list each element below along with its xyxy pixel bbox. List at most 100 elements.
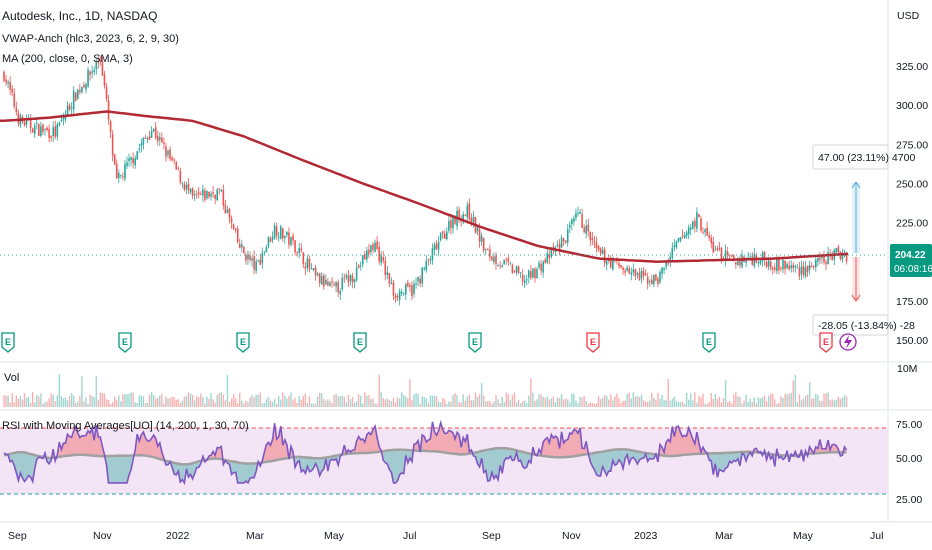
volume-bar: [357, 394, 360, 407]
candle-body: [423, 268, 426, 270]
volume-bar: [808, 382, 811, 407]
candle-body: [571, 219, 573, 225]
earnings-flag-icon[interactable]: [702, 332, 716, 353]
earnings-flag-icon[interactable]: [1, 332, 15, 353]
volume-bars: [3, 374, 848, 407]
volume-bar: [325, 400, 327, 407]
candle-body: [288, 232, 290, 245]
rsi-fill-segment: [110, 455, 113, 483]
volume-bar: [321, 393, 323, 407]
earnings-flag-icon[interactable]: [468, 332, 482, 353]
candle-body: [23, 121, 26, 126]
candle-body: [462, 214, 464, 223]
rsi-fill-segment: [590, 453, 593, 467]
candle-body: [15, 107, 18, 113]
volume-bar: [585, 400, 587, 407]
volume-bar: [724, 380, 727, 407]
measure-tool[interactable]: 47.00 (23.11%) 4700 -28.05 (-13.84%) -28: [812, 144, 915, 336]
time-axis-ticks[interactable]: Sep Nov 2022 Mar May Jul Sep Nov 2023 Mar May Jul: [8, 530, 883, 542]
volume-bar: [739, 396, 741, 407]
candle-body: [208, 191, 210, 197]
candle-body: [400, 291, 403, 294]
candle-body: [357, 265, 360, 269]
candle-body: [40, 126, 42, 136]
candle-body: [720, 247, 723, 260]
volume-bar: [565, 398, 567, 407]
candle-body: [74, 92, 77, 101]
volume-bar: [620, 403, 622, 407]
volume-bar: [433, 395, 436, 407]
candle-body: [111, 134, 114, 156]
volume-bar: [431, 395, 434, 407]
earnings-flag-icon[interactable]: [353, 332, 367, 353]
candle-body: [189, 188, 192, 193]
rsi-fill-segment: [680, 432, 683, 456]
candle-body: [679, 236, 682, 241]
candle-body: [144, 138, 147, 139]
candle-body: [308, 258, 311, 269]
currency-label[interactable]: USD: [897, 10, 920, 22]
candle-body: [277, 236, 280, 238]
volume-bar: [204, 403, 206, 407]
candle-body: [202, 189, 204, 196]
candle-body: [380, 255, 382, 263]
candle-body: [433, 244, 436, 251]
volume-bar: [75, 402, 77, 407]
volume-bar: [167, 398, 169, 407]
volume-bar: [503, 401, 505, 407]
volume-bar: [132, 392, 134, 407]
rsi-fill-segment: [98, 437, 101, 457]
volume-bar: [450, 401, 452, 407]
volume-bar: [493, 401, 495, 407]
volume-bar: [105, 399, 108, 407]
volume-bar: [21, 399, 24, 407]
candle-body: [405, 284, 407, 295]
earnings-flag-icon[interactable]: [236, 332, 250, 353]
candle-body: [409, 285, 411, 287]
rsi-fill-segment: [428, 438, 431, 452]
volume-bar: [556, 397, 559, 407]
rsi-fill-segment: [551, 434, 554, 458]
volume-label[interactable]: Vol: [4, 372, 19, 384]
indicator-ma-label[interactable]: MA (200, close, 0, SMA, 3): [2, 53, 133, 65]
volume-bar: [649, 400, 651, 407]
candle-body: [212, 192, 214, 194]
candle-body: [763, 251, 766, 260]
volume-bar: [714, 394, 717, 407]
rsi-label[interactable]: RSI with Moving Averages[UO] (14, 200, 1…: [2, 420, 249, 432]
volume-bar: [694, 392, 696, 407]
candle-body: [292, 235, 294, 241]
rsi-fill-segment: [434, 432, 437, 452]
chart-title[interactable]: Autodesk, Inc., 1D, NASDAQ: [2, 9, 157, 23]
earnings-flag-icon[interactable]: [586, 332, 600, 353]
candle-body: [54, 126, 57, 137]
candle-body: [689, 227, 692, 230]
candle-body: [532, 268, 534, 278]
volume-bar: [722, 397, 725, 407]
candle-body: [243, 246, 245, 254]
candle-body: [306, 258, 309, 268]
candle-body: [638, 272, 641, 281]
earnings-flag-icon[interactable]: [819, 332, 833, 353]
volume-bar: [52, 394, 54, 407]
earnings-flag-icon[interactable]: [118, 332, 132, 353]
volume-bar: [185, 395, 188, 407]
candle-body: [392, 282, 395, 296]
candle-body: [62, 117, 65, 120]
candle-body: [745, 258, 747, 264]
lightning-icon[interactable]: [839, 333, 857, 351]
candle-body: [36, 122, 38, 124]
indicator-vwap-label[interactable]: VWAP-Anch (hlc3, 2023, 6, 2, 9, 30): [2, 33, 179, 45]
volume-bar: [624, 400, 626, 407]
candle-body: [115, 163, 118, 179]
volume-bar: [259, 392, 261, 407]
rsi-fill-segment: [450, 431, 453, 454]
candle-body: [206, 190, 208, 199]
rsi-fill-segment: [81, 435, 84, 455]
candle-body: [659, 271, 661, 283]
candle-body: [347, 275, 350, 283]
rsi-fill-segment: [582, 448, 585, 455]
volume-bar: [796, 402, 799, 407]
